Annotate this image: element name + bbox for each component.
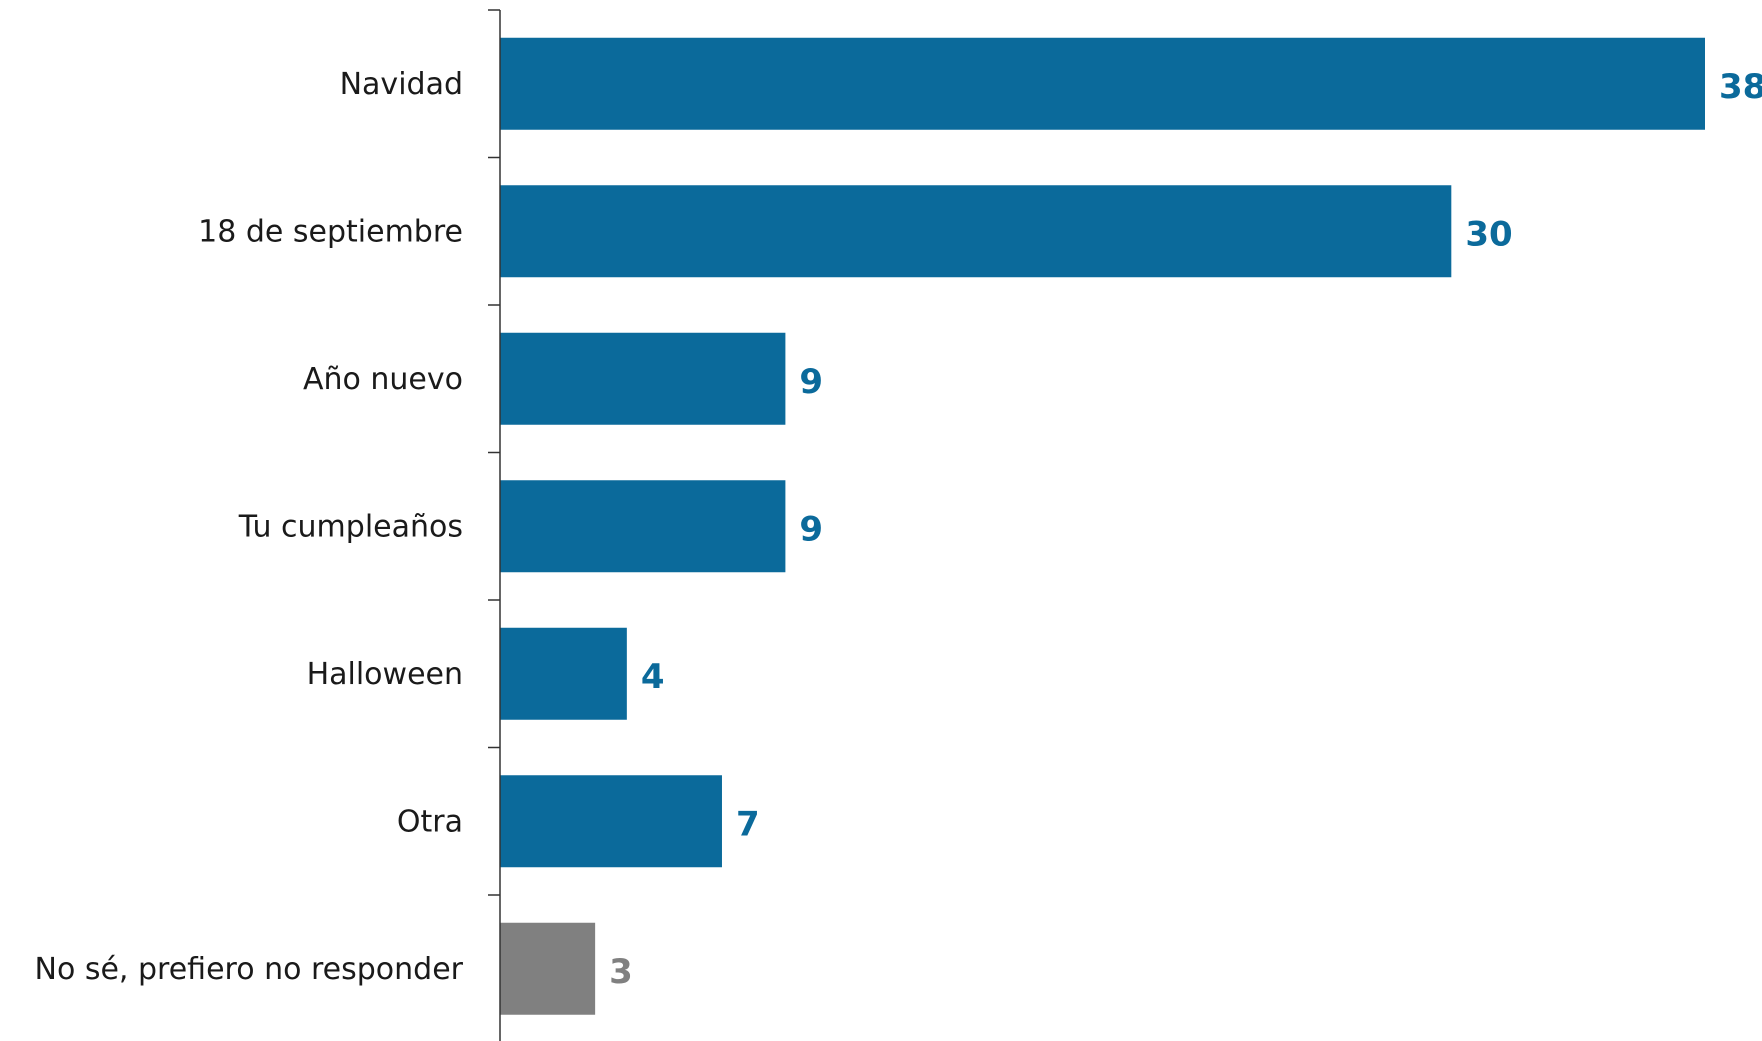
value-labels-group: 38 30 9 9 4 7 3 (609, 67, 1762, 992)
value-label: 3 (609, 952, 633, 992)
category-label: Navidad (340, 67, 463, 102)
bar-5 (500, 775, 722, 868)
bar-6 (500, 922, 596, 1015)
category-label: Otra (397, 804, 463, 839)
value-label: 9 (799, 509, 823, 549)
value-label: 38 (1719, 67, 1762, 107)
bar-0 (500, 37, 1705, 130)
category-labels-group: Navidad 18 de septiembre Año nuevo Tu cumpl… (35, 67, 464, 987)
category-label: No sé, prefiero no responder (35, 952, 464, 987)
bar-4 (500, 627, 627, 720)
bar-3 (500, 480, 786, 573)
bar-1 (500, 185, 1452, 278)
value-label: 30 (1465, 214, 1512, 254)
value-label: 4 (641, 657, 665, 697)
value-label: 9 (799, 362, 823, 402)
category-label: 18 de septiembre (198, 214, 463, 249)
category-label: Tu cumpleaños (238, 509, 463, 544)
value-label: 7 (736, 804, 760, 844)
bars-group (500, 37, 1705, 1015)
y-axis (488, 9, 501, 1041)
category-label: Año nuevo (303, 362, 463, 397)
category-label: Halloween (307, 657, 463, 692)
bar-2 (500, 332, 786, 425)
